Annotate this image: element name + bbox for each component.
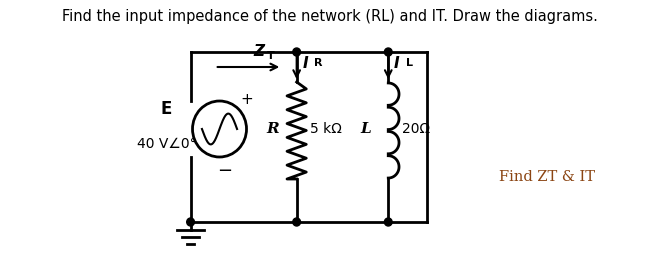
Text: Find the input impedance of the network (RL) and IT. Draw the diagrams.: Find the input impedance of the network … (63, 9, 598, 24)
Circle shape (385, 218, 392, 226)
Circle shape (293, 218, 301, 226)
Text: E: E (161, 100, 172, 118)
Text: 5 kΩ: 5 kΩ (310, 122, 342, 136)
Text: I: I (394, 56, 400, 71)
Text: Find ZT & IT: Find ZT & IT (499, 170, 596, 184)
Text: L: L (406, 58, 412, 68)
Text: 20Ω: 20Ω (402, 122, 430, 136)
Text: I: I (303, 56, 308, 71)
Text: −: − (217, 162, 232, 180)
Circle shape (186, 218, 194, 226)
Circle shape (385, 48, 392, 56)
Text: +: + (240, 91, 253, 106)
Text: R: R (266, 122, 280, 136)
Text: L: L (360, 122, 371, 136)
Text: R: R (314, 58, 323, 68)
Text: 40 V∠0°: 40 V∠0° (137, 137, 196, 151)
Circle shape (293, 48, 301, 56)
Text: T: T (267, 51, 274, 61)
Text: Z: Z (253, 44, 264, 59)
